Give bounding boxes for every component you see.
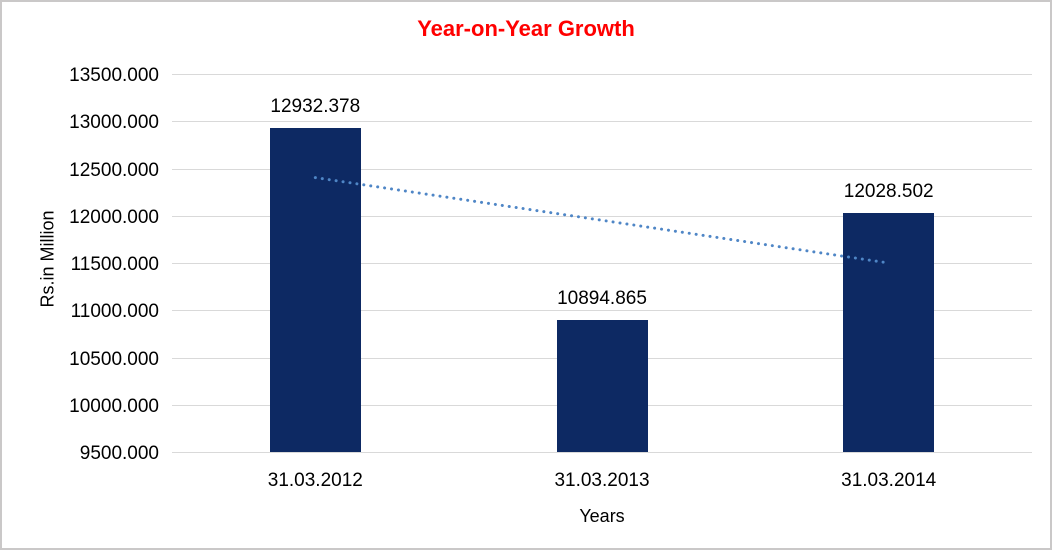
y-tick-label: 10500.000	[69, 349, 159, 370]
gridline	[172, 452, 1032, 453]
x-tick-label: 31.03.2013	[554, 470, 650, 491]
y-tick-label: 9500.000	[79, 443, 159, 464]
bar-value-label: 12028.502	[843, 181, 934, 203]
bar	[269, 127, 361, 452]
chart-title: Year-on-Year Growth	[417, 16, 635, 41]
gridline	[172, 121, 1032, 122]
y-tick-label: 11000.000	[70, 301, 159, 322]
y-tick-label: 10000.000	[69, 396, 159, 417]
bar	[843, 213, 935, 452]
y-tick-label: 11500.000	[70, 254, 159, 275]
x-axis-title: Years	[579, 506, 625, 526]
y-tick-label: 12500.000	[69, 160, 159, 181]
gridline	[172, 310, 1032, 311]
bar-value-label: 10894.865	[557, 288, 647, 310]
x-tick-label: 31.03.2014	[841, 470, 937, 491]
y-tick-label: 13500.000	[69, 65, 159, 86]
bar-value-label: 12932.378	[270, 95, 361, 117]
gridline	[172, 74, 1032, 75]
y-tick-label: 12000.000	[69, 207, 159, 228]
y-tick-label: 13000.000	[69, 112, 159, 133]
x-tick-label: 31.03.2012	[267, 470, 363, 491]
gridline	[172, 169, 1032, 170]
bar	[556, 320, 648, 452]
trendline-dotted-line	[313, 176, 891, 265]
